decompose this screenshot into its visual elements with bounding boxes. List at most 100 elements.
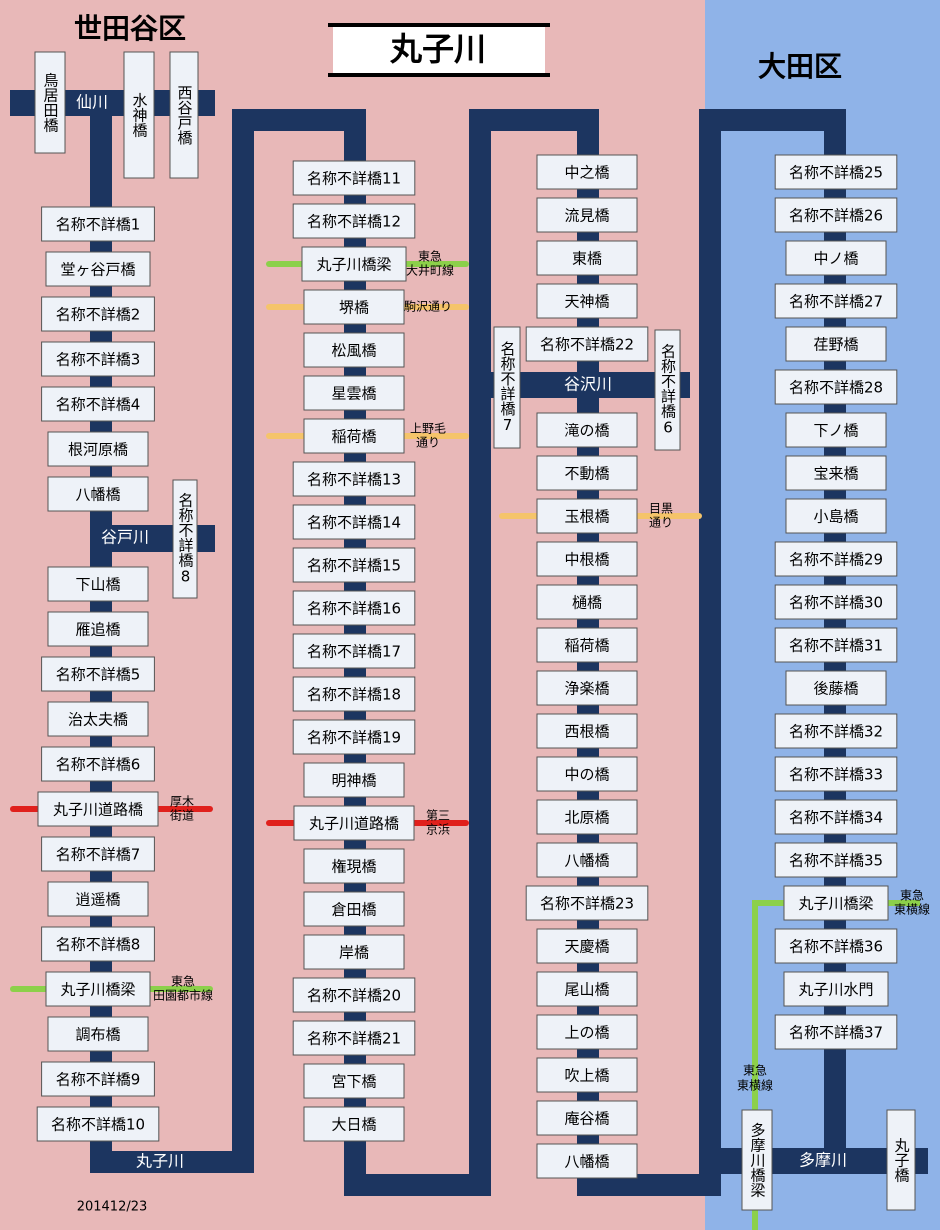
district: 世田谷区 xyxy=(74,12,186,45)
bridge-name: 中ノ橋 xyxy=(813,250,858,268)
bridge-box xyxy=(536,842,638,878)
bridge-box xyxy=(41,386,155,422)
crossing-label: 目黒 xyxy=(649,502,673,516)
crossing-label: 東急 xyxy=(743,1063,767,1078)
bridge-name: 樋橋 xyxy=(572,594,602,612)
bridge-box xyxy=(37,791,159,827)
bridge-name: 名称不詳橋13 xyxy=(307,471,401,489)
bridge-name: 雁追橋 xyxy=(75,621,120,639)
tributary-label: 多摩川 xyxy=(799,1151,847,1170)
bridge-box xyxy=(525,326,649,362)
bridge-name: 天神橋 xyxy=(564,293,609,311)
bridge-box xyxy=(774,713,898,749)
bridge-name: 丸子川橋梁 xyxy=(316,256,391,274)
crossing-label: 東横線 xyxy=(894,902,930,917)
crossing-label: 駒沢通り xyxy=(404,300,452,314)
bridge-name: 荏野橋 xyxy=(813,336,858,354)
bridge-name: 逍遥橋 xyxy=(75,891,120,909)
bridge-box xyxy=(303,375,405,411)
crossing-label: 東急 xyxy=(900,888,924,903)
bridge-name: 名称不詳橋16 xyxy=(307,600,401,618)
bridge-name: 八幡橋 xyxy=(564,1153,609,1171)
bridge-box xyxy=(886,1109,916,1211)
bridge-name: 名称不詳橋22 xyxy=(540,336,634,354)
bridge-name: 名称不詳橋9 xyxy=(56,1071,141,1089)
bridge-name: 根河原橋 xyxy=(68,441,128,459)
bridge-box xyxy=(785,455,887,491)
bridge-box xyxy=(36,1106,160,1142)
bridge-box xyxy=(292,590,416,626)
bridge-name: 名称不詳橋12 xyxy=(307,213,401,231)
crossing-label: 大井町線 xyxy=(406,263,454,278)
bridge-box xyxy=(525,885,649,921)
bridge-name: 名称不詳橋20 xyxy=(307,987,401,1005)
bridge-box xyxy=(536,928,638,964)
bridge-name: 治太夫橋 xyxy=(68,711,128,729)
bridge-name: 名称不詳橋21 xyxy=(307,1030,401,1048)
crossing-label: 田園都市線 xyxy=(153,988,213,1003)
bridge-box xyxy=(292,1020,416,1056)
bridge-name: 堂ヶ谷戸橋 xyxy=(60,261,135,279)
bridge-box xyxy=(293,805,415,841)
bridge-box xyxy=(303,332,405,368)
bridge-box xyxy=(536,1014,638,1050)
bridge-box xyxy=(785,240,887,276)
bridge-name: 浄楽橋 xyxy=(564,680,609,698)
bridge-box xyxy=(172,479,198,599)
bridge-box xyxy=(774,928,898,964)
bridge-name: 玉根橋 xyxy=(564,508,609,526)
bridge-name: 大日橋 xyxy=(331,1116,376,1134)
bridge-name: 丸子川道路橋 xyxy=(53,801,143,819)
bridge-box xyxy=(774,584,898,620)
bridge-name: 名称不詳橋14 xyxy=(307,514,401,532)
bridge-box xyxy=(303,1106,405,1142)
bridge-name: 名称不詳橋30 xyxy=(789,594,883,612)
bridge-box xyxy=(536,455,638,491)
title-box xyxy=(333,25,545,75)
bridge-name: 名称不詳橋4 xyxy=(56,396,141,414)
bridge-box xyxy=(536,154,638,190)
bridge-box xyxy=(47,1016,149,1052)
bridge-box xyxy=(783,885,889,921)
bridge-name: 水神橋 xyxy=(131,93,149,138)
crossing-label: 東急 xyxy=(418,249,442,264)
bridge-name: 名称不詳橋1 xyxy=(56,216,141,234)
bridge-box xyxy=(654,329,681,451)
bridge-name: 吹上橋 xyxy=(564,1067,609,1085)
bridge-box xyxy=(536,670,638,706)
bridge-box xyxy=(536,713,638,749)
bridge-box xyxy=(536,971,638,1007)
bridge-name: 調布橋 xyxy=(75,1026,120,1044)
bridge-name: 庵谷橋 xyxy=(564,1110,609,1128)
bridge-name: 中根橋 xyxy=(564,551,609,569)
bridge-box xyxy=(536,1057,638,1093)
bridge-box xyxy=(774,369,898,405)
bridge-box xyxy=(536,412,638,448)
bridge-box xyxy=(303,418,405,454)
bridge-box xyxy=(292,547,416,583)
bridge-name: 小島橋 xyxy=(813,508,858,526)
bridge-name: 名称不詳橋34 xyxy=(789,809,883,827)
bridge-name: 松風橋 xyxy=(331,342,376,360)
bridge-name: 名称不詳橋18 xyxy=(307,686,401,704)
bridge-name: 名称不詳橋2 xyxy=(56,306,141,324)
bridge-name: 丸子川道路橋 xyxy=(309,815,399,833)
bridge-box xyxy=(774,799,898,835)
bridge-name: 下ノ橋 xyxy=(813,422,858,440)
bridge-name: 名称不詳橋8 xyxy=(56,936,141,954)
date: 201412/23 xyxy=(77,1200,148,1215)
bridge-name: 名称不詳橋7 xyxy=(499,341,517,434)
bridge-box xyxy=(292,633,416,669)
bridge-name: 鳥居田橋 xyxy=(42,72,60,133)
bridge-name: 権現橋 xyxy=(331,858,376,876)
bridge-name: 稲荷橋 xyxy=(564,637,609,655)
bridge-name: 名称不詳橋37 xyxy=(789,1024,883,1042)
bridge-name: 名称不詳橋3 xyxy=(56,351,141,369)
bridge-name: 下山橋 xyxy=(75,576,120,594)
bridge-box xyxy=(41,926,155,962)
bridge-box xyxy=(785,326,887,362)
bridge-box xyxy=(41,836,155,872)
bridge-name: 名称不詳橋26 xyxy=(789,207,883,225)
bridge-box xyxy=(41,656,155,692)
